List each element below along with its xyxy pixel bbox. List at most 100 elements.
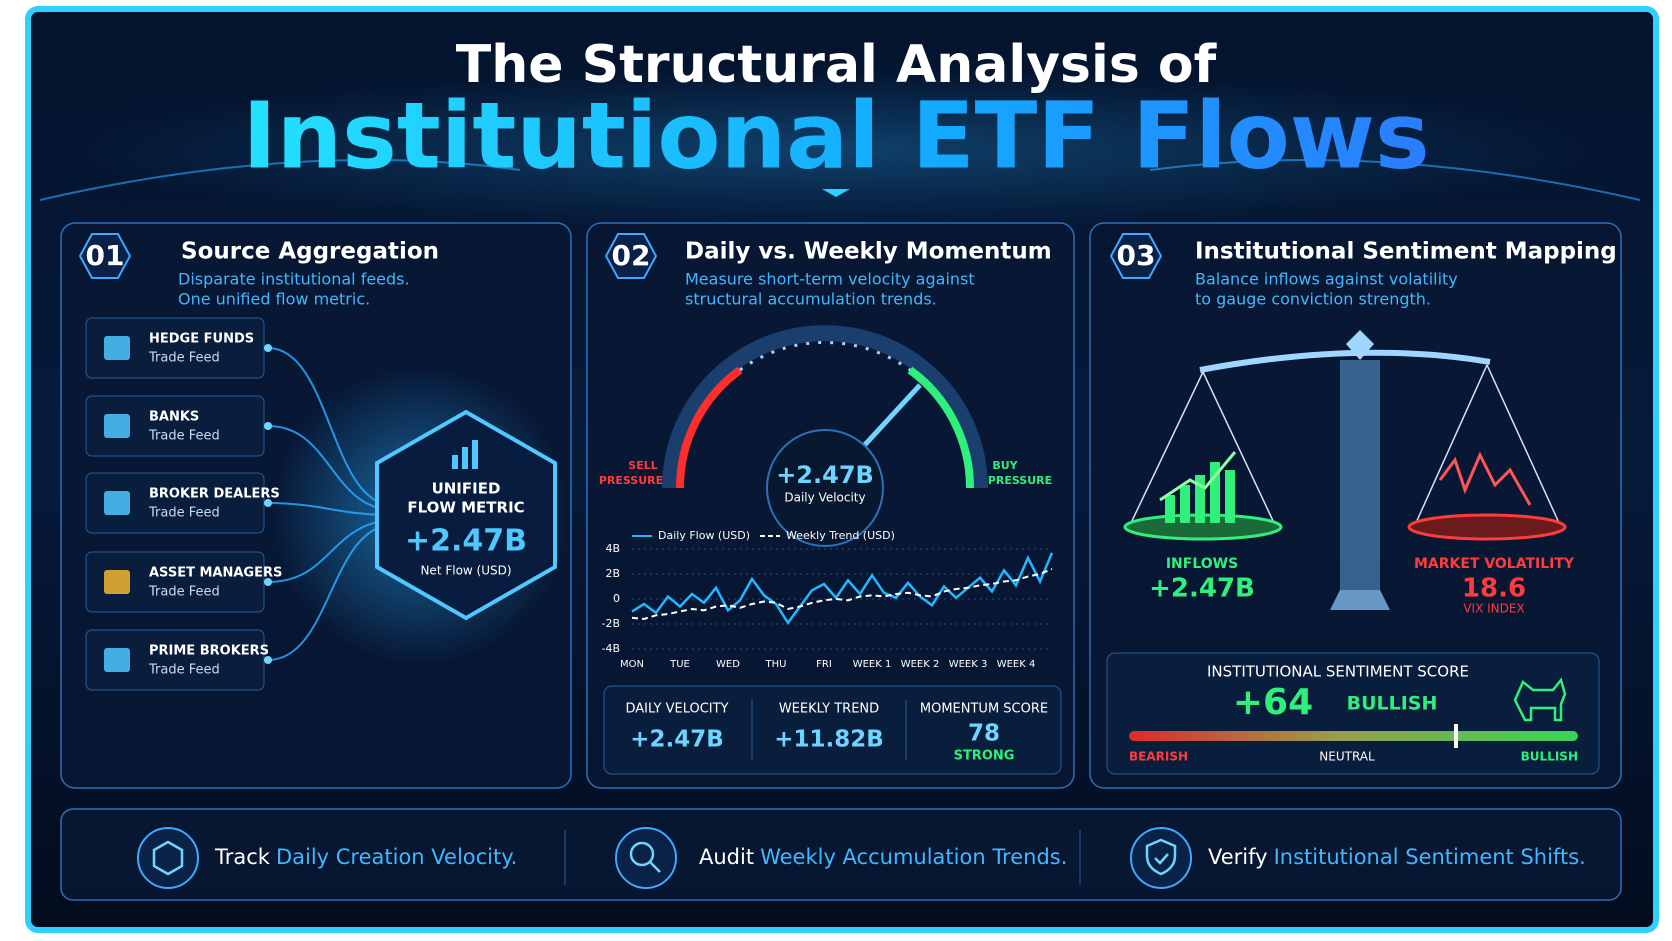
balance-scale [1165, 495, 1175, 523]
balance-scale [1123, 330, 1567, 610]
source-icon [104, 414, 130, 438]
hub-caption: Net Flow (USD) [420, 564, 511, 578]
sentiment-bar [1513, 677, 1567, 722]
title-line-2: Institutional ETF Flows [242, 82, 1429, 189]
score-value: +64 [1233, 682, 1313, 723]
balance-scale [1129, 364, 1561, 526]
frame [39, 159, 1641, 201]
gauge [766, 429, 884, 547]
buy-label: PRESSURE [988, 474, 1052, 487]
hub-graphic [472, 440, 478, 469]
footer-item: Audit Weekly Accumulation Trends. [699, 845, 1067, 869]
source-node [264, 656, 272, 664]
hub-graphic [267, 502, 391, 516]
source-node [264, 499, 272, 507]
balance-scale [1195, 475, 1205, 523]
footer-frame [649, 861, 661, 873]
scale-label: BEARISH [1129, 750, 1188, 764]
footer-frame [1130, 827, 1192, 889]
hub-graphic [375, 409, 557, 621]
footer-item: Track Daily Creation Velocity. [214, 845, 517, 869]
legend-label: Daily Flow (USD) [658, 529, 750, 542]
source-icon [104, 491, 130, 515]
panel-subtitle: structural accumulation trends. [685, 290, 937, 309]
hub-graphic [462, 447, 468, 469]
stat-label: DAILY VELOCITY [625, 702, 728, 717]
scale-label: NEUTRAL [1319, 750, 1375, 764]
title-line-1: The Structural Analysis of [456, 35, 1218, 95]
stat-label: WEEKLY TREND [779, 702, 879, 717]
stat-value: +11.82B [774, 727, 884, 753]
source-list: HEDGE FUNDS Trade Feed BANKS Trade Feed BROK… [85, 317, 282, 691]
footer-highlight: Weekly Accumulation Trends. [760, 845, 1067, 869]
footer-highlight: Institutional Sentiment Shifts. [1274, 845, 1586, 869]
scale-label: BULLISH [1521, 750, 1578, 764]
x-tick-label: FRI [816, 659, 832, 670]
y-tick-label: 4B [605, 542, 620, 555]
footer-text: Verify [1208, 845, 1268, 869]
footer-frame [1145, 838, 1177, 876]
frame [76, 70, 1596, 230]
y-tick-label: -2B [601, 617, 620, 630]
inflows-label: INFLOWS [1166, 556, 1238, 572]
sentiment-bar [1129, 677, 1578, 748]
source-icon [104, 648, 130, 672]
hub-graphic [452, 455, 458, 469]
panel-number: 02 [612, 239, 651, 272]
source-icon [104, 570, 130, 594]
buy-label: BUY [992, 459, 1018, 472]
hub-graphic [267, 425, 391, 511]
source-node [264, 344, 272, 352]
source-name: HEDGE FUNDS [149, 332, 254, 347]
stat-note: STRONG [954, 749, 1015, 764]
footer-frame [629, 841, 655, 867]
panel-subtitle: Balance inflows against volatility [1195, 270, 1458, 289]
score-rating: BULLISH [1347, 693, 1438, 715]
x-tick-label: MON [620, 659, 644, 670]
gauge [907, 366, 975, 489]
stats-box [603, 685, 1062, 775]
source-name: BROKER DEALERS [149, 487, 280, 502]
badge [1109, 233, 1163, 279]
sentiment-bar [1129, 731, 1578, 741]
y-tick-label: 2B [605, 567, 620, 580]
balance-scale [1129, 371, 1276, 526]
footer-frame [152, 840, 184, 876]
series-line [631, 552, 1054, 626]
y-tick-label: 0 [613, 592, 620, 605]
hub-graphic [267, 347, 391, 661]
source-feed: Trade Feed [148, 506, 220, 521]
footer-frame [137, 827, 199, 889]
source-feed: Trade Feed [148, 429, 220, 444]
balance-scale [1414, 364, 1561, 526]
panel-subtitle: to gauge conviction strength. [1195, 290, 1431, 309]
gauge [662, 325, 988, 489]
source-icon [104, 336, 130, 360]
panel-title: Daily vs. Weekly Momentum [685, 239, 1052, 265]
x-tick-label: WEEK 1 [853, 659, 892, 670]
panel-subtitle: One unified flow metric. [178, 290, 370, 309]
gauge-caption: Daily Velocity [784, 491, 865, 505]
panel-number: 03 [1117, 239, 1156, 272]
balance-scale [1199, 349, 1491, 373]
volatility-value: 18.6 [1462, 574, 1526, 604]
source-name: ASSET MANAGERS [149, 566, 282, 581]
footer-text: Track [214, 845, 271, 869]
x-tick-label: WEEK 2 [901, 659, 940, 670]
footer-frame [60, 808, 1622, 901]
balance-scale [1159, 451, 1237, 502]
balance-scale [1180, 485, 1190, 523]
gauge [739, 341, 911, 372]
footer-frame [152, 838, 1177, 876]
gauge [675, 366, 743, 489]
hub-graphic [267, 519, 391, 583]
series-line [631, 568, 1053, 621]
hub-label: UNIFIED [432, 480, 501, 498]
footer-item: Verify Institutional Sentiment Shifts. [1208, 845, 1586, 869]
footer-highlight: Daily Creation Velocity. [276, 845, 517, 869]
balance-scale [1438, 451, 1532, 506]
gauge [662, 325, 988, 547]
source-feed: Trade Feed [148, 663, 220, 678]
